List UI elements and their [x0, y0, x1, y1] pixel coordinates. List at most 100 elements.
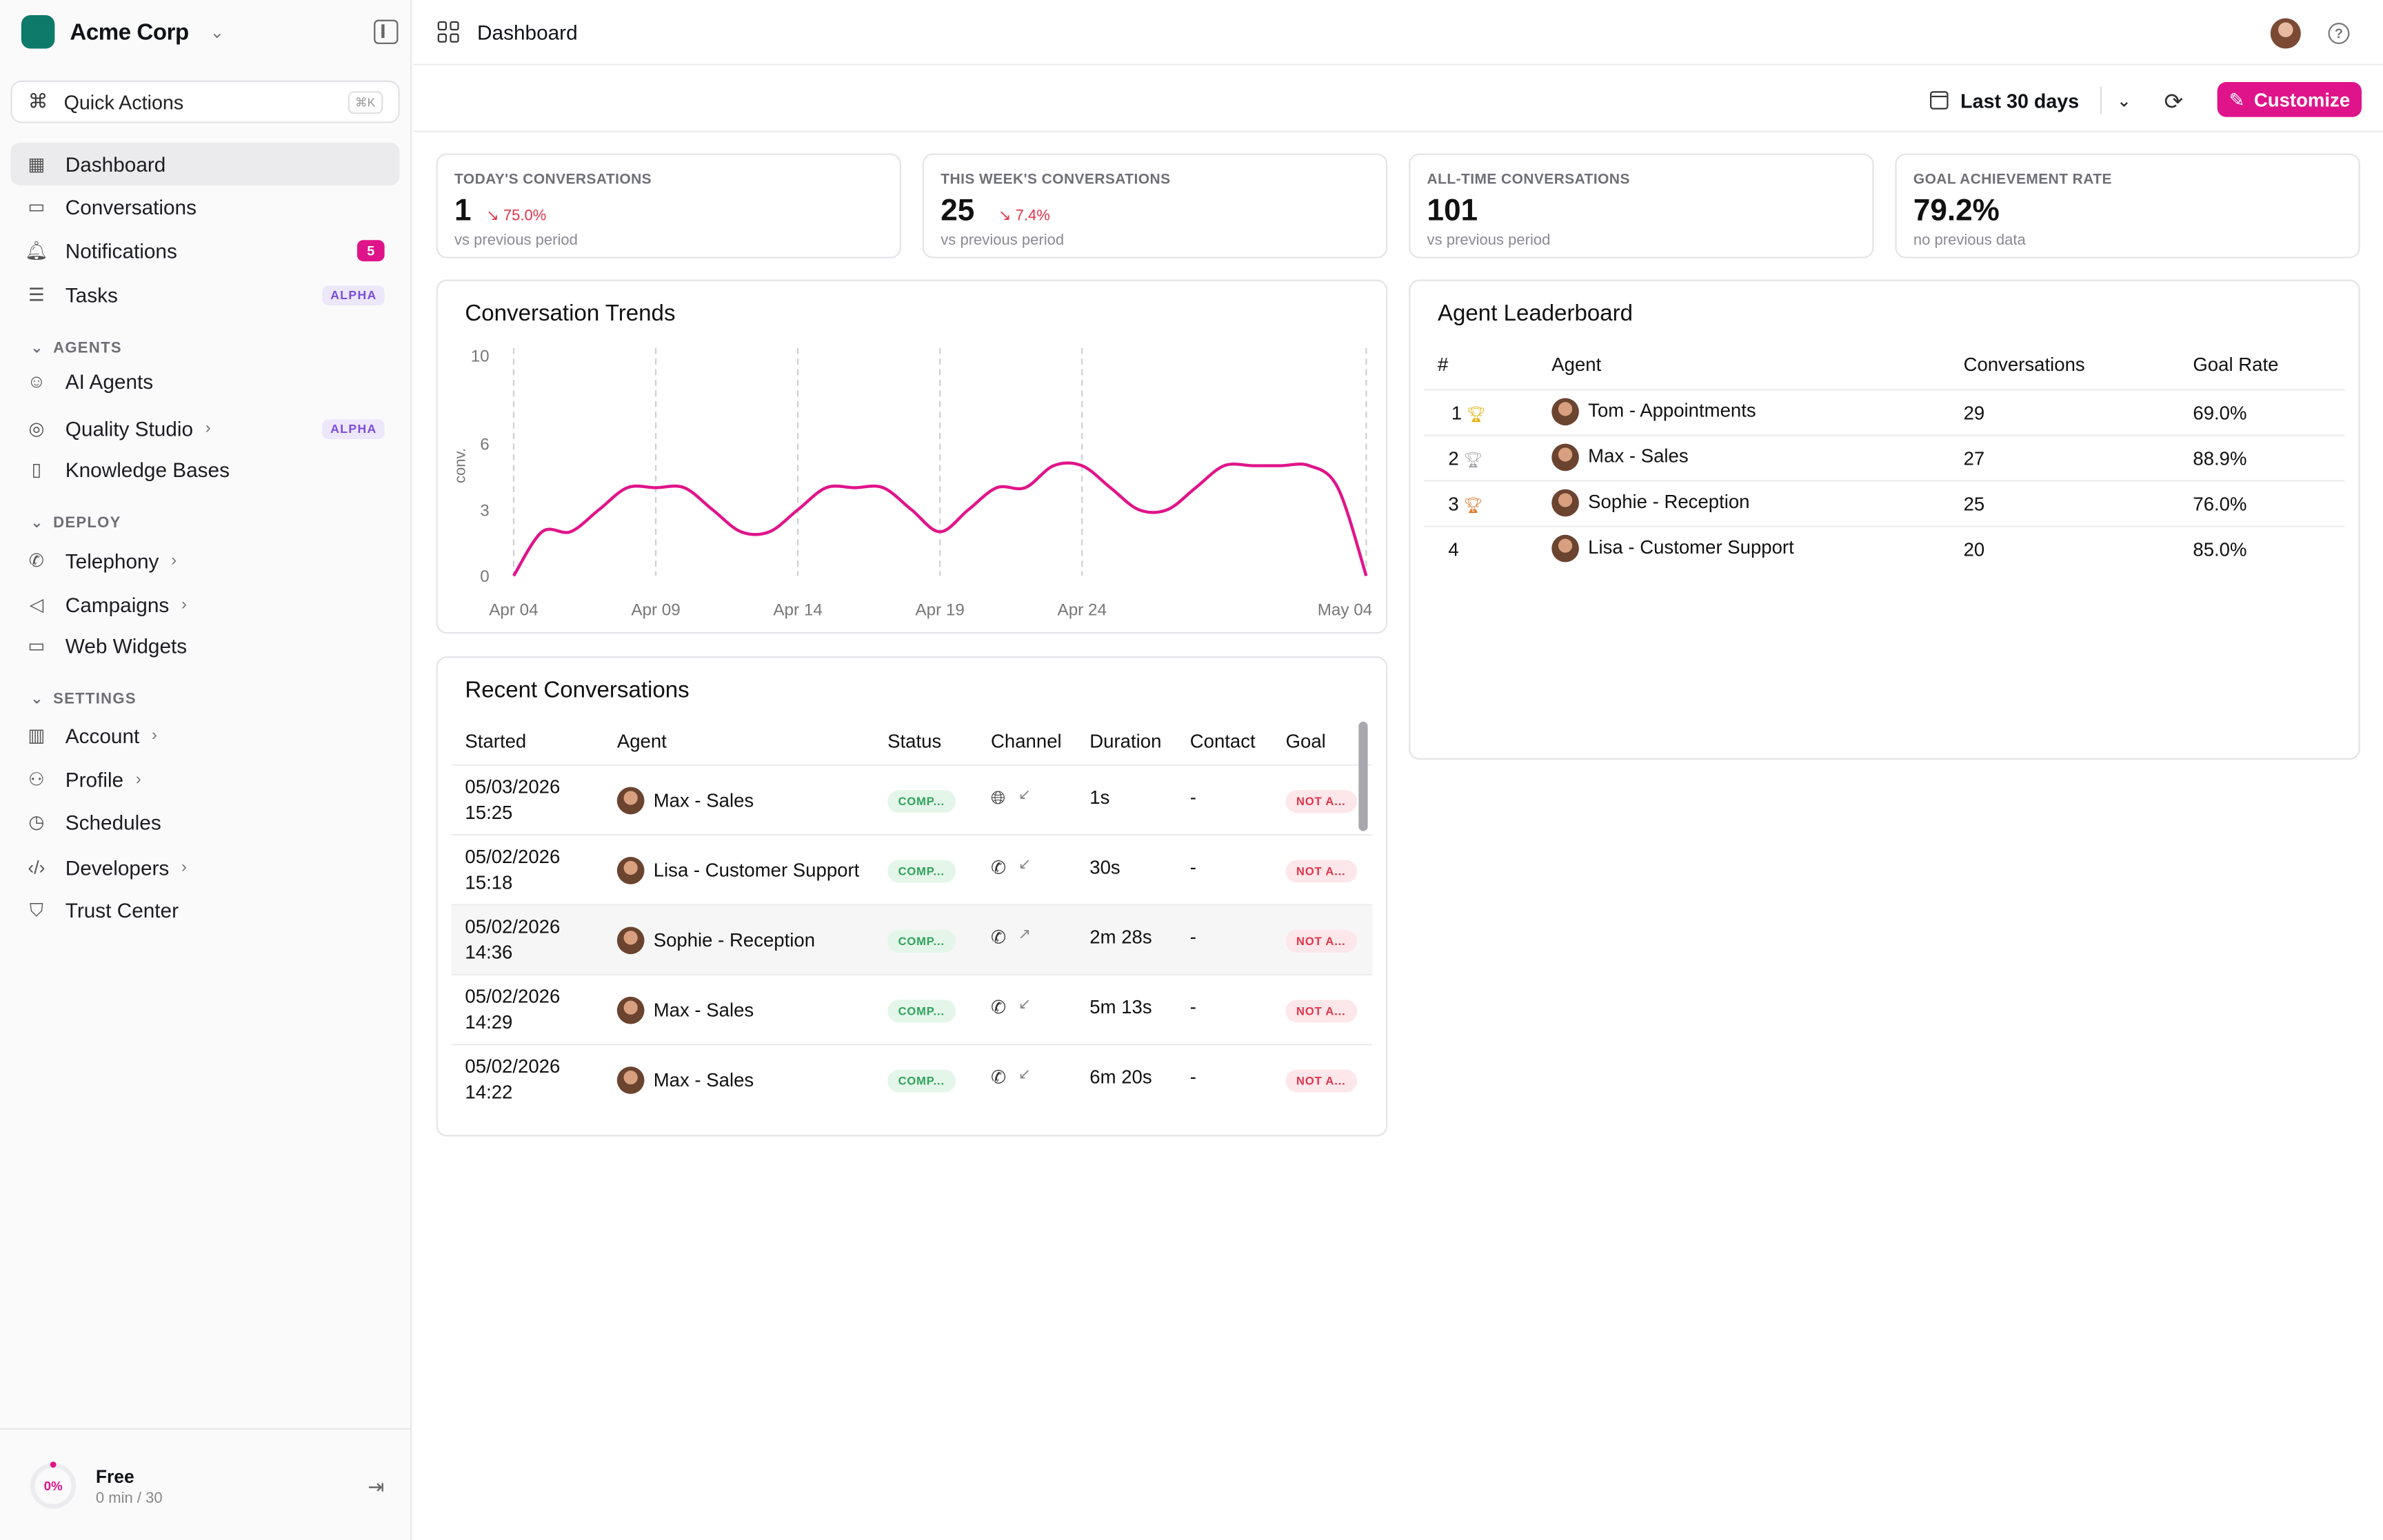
- agent-cell: Sophie - Reception: [616, 926, 815, 955]
- conversations-count: 20: [1963, 539, 1985, 561]
- sidebar-item-profile[interactable]: ⚇ Profile ›: [10, 758, 399, 801]
- column-header: #: [1437, 354, 1449, 376]
- table-row[interactable]: 05/02/2026 14:22 Max - Sales COMP... ✆ ↙ …: [451, 1044, 1373, 1113]
- section-label-text: DEPLOY: [53, 515, 121, 532]
- stat-value: 79.2%: [1913, 194, 2000, 228]
- agent-cell: Max - Sales: [616, 787, 754, 815]
- customize-button[interactable]: ✎ Customize: [2217, 82, 2362, 117]
- date-range-select[interactable]: Last 30 days ⌄: [1930, 85, 2131, 115]
- started-cell: 05/03/2026 15:25: [465, 775, 560, 827]
- leaderboard-row[interactable]: 2 🏆︎ Max - Sales 27 88.9%: [1424, 434, 2345, 480]
- sidebar-item-account[interactable]: ▥ Account ›: [10, 714, 399, 757]
- avatar: [616, 1066, 645, 1094]
- stat-delta: ↘ 75.0%: [486, 207, 547, 225]
- refresh-icon[interactable]: ⟳: [2164, 90, 2184, 116]
- sidebar-item-dashboard[interactable]: ▦ Dashboard: [10, 143, 400, 185]
- section-label-text: SETTINGS: [53, 691, 137, 709]
- time: 14:29: [465, 1011, 513, 1033]
- collapse-sidebar-icon[interactable]: [374, 19, 399, 44]
- sidebar-item-notifications[interactable]: 🔔︎ Notifications 5: [10, 230, 399, 272]
- calendar-icon: [1930, 91, 1949, 110]
- sidebar-item-knowledge-bases[interactable]: ▯ Knowledge Bases: [10, 448, 399, 491]
- column-header[interactable]: Conversations: [1963, 354, 2085, 376]
- quick-actions-button[interactable]: ⌘ Quick Actions ⌘K: [10, 80, 400, 123]
- globe-icon: 🌐︎: [991, 787, 1006, 809]
- building-icon: ▥: [28, 725, 46, 747]
- column-header[interactable]: Channel: [991, 731, 1062, 752]
- table-row[interactable]: 05/02/2026 14:36 Sophie - Reception COMP.…: [451, 904, 1373, 974]
- date: 05/02/2026: [465, 986, 561, 1008]
- table-row[interactable]: 05/02/2026 14:29 Max - Sales COMP... ✆ ↙ …: [451, 973, 1373, 1044]
- contact: -: [1189, 926, 1196, 949]
- avatar: [616, 996, 645, 1024]
- sidebar-item-web-widgets[interactable]: ▭ Web Widgets: [10, 625, 399, 667]
- column-header[interactable]: Contact: [1189, 731, 1256, 752]
- sidebar-item-developers[interactable]: ‹/› Developers ›: [10, 847, 399, 889]
- table-row[interactable]: 05/03/2026 15:25 Max - Sales COMP... 🌐︎ ↙…: [451, 764, 1373, 834]
- status-badge: COMP...: [887, 790, 956, 813]
- column-header[interactable]: Started: [465, 731, 527, 752]
- status-badge: COMP...: [887, 860, 956, 883]
- column-header[interactable]: Goal Rate: [2193, 354, 2279, 376]
- table-scrollbar[interactable]: [1358, 721, 1368, 831]
- agent-cell: Lisa - Customer Support: [616, 857, 860, 884]
- chevron-right-icon: ›: [171, 551, 177, 570]
- sidebar-item-telephony[interactable]: ✆ Telephony ›: [10, 539, 399, 582]
- stat-label: THIS WEEK'S CONVERSATIONS: [941, 172, 1171, 189]
- table-row[interactable]: 05/02/2026 15:18 Lisa - Customer Support …: [451, 833, 1373, 904]
- chevron-right-icon: ›: [181, 858, 188, 877]
- section-agents[interactable]: ⌄ AGENTS: [30, 341, 122, 357]
- chevron-down-icon: ⌄: [30, 691, 44, 709]
- x-tick-label: Apr 04: [489, 601, 538, 620]
- date: 05/02/2026: [465, 846, 561, 868]
- column-header[interactable]: Agent: [616, 731, 667, 752]
- goal-badge: NOT A...: [1285, 929, 1357, 953]
- contact: -: [1189, 857, 1196, 878]
- date: 05/03/2026: [465, 776, 561, 798]
- column-header[interactable]: Status: [887, 731, 942, 752]
- inbound-arrow-icon: ↙: [1018, 787, 1032, 804]
- usage-ring: 0%: [30, 1461, 77, 1509]
- logout-icon[interactable]: ⇥: [368, 1475, 385, 1499]
- column-header[interactable]: Duration: [1089, 731, 1162, 752]
- window-icon: ▭: [28, 635, 46, 657]
- column-header[interactable]: Goal: [1285, 731, 1326, 752]
- trophy-icon: 🏆︎: [1463, 498, 1483, 516]
- sidebar-item-label: Developers: [65, 855, 170, 880]
- sidebar-item-label: Campaigns: [65, 593, 170, 616]
- leaderboard-row[interactable]: 3 🏆︎ Sophie - Reception 25 76.0%: [1424, 480, 2345, 525]
- status-badge: COMP...: [887, 1069, 956, 1093]
- leaderboard-row[interactable]: 1 🏆︎ Tom - Appointments 29 69.0%: [1424, 389, 2345, 434]
- started-cell: 05/02/2026 15:18: [465, 844, 560, 896]
- section-settings[interactable]: ⌄ SETTINGS: [30, 691, 137, 708]
- command-icon: ⌘: [28, 90, 48, 113]
- x-tick-label: Apr 19: [915, 601, 964, 620]
- section-deploy[interactable]: ⌄ DEPLOY: [30, 515, 121, 531]
- sidebar-item-schedules[interactable]: ◷ Schedules: [10, 801, 399, 844]
- sidebar-item-conversations[interactable]: ▭ Conversations: [10, 185, 399, 228]
- robot-icon: ☺: [27, 370, 46, 392]
- sidebar-item-label: Knowledge Bases: [65, 458, 230, 481]
- plan-name: Free: [95, 1466, 134, 1488]
- sidebar-item-label: Tasks: [65, 283, 118, 307]
- agent-name: Max - Sales: [653, 1069, 754, 1091]
- x-tick-label: Apr 09: [631, 601, 680, 620]
- sidebar-item-ai-agents[interactable]: ☺ AI Agents: [10, 360, 399, 403]
- help-icon[interactable]: ?: [2328, 23, 2350, 44]
- sidebar-item-campaigns[interactable]: ◁ Campaigns ›: [10, 583, 399, 626]
- grid-icon: ▦: [28, 153, 46, 175]
- phone-icon: ✆: [991, 857, 1007, 878]
- user-avatar[interactable]: [2270, 18, 2301, 49]
- agent-name: Lisa - Customer Support: [653, 860, 860, 882]
- stat-label: TODAY'S CONVERSATIONS: [454, 172, 652, 189]
- leaderboard-row[interactable]: 4 Lisa - Customer Support 20 85.0%: [1424, 525, 2345, 571]
- y-tick-label: 6: [480, 435, 489, 454]
- phone-icon: ✆: [28, 549, 44, 571]
- stat-card-all-time: ALL-TIME CONVERSATIONS 101 vs previous p…: [1409, 153, 1874, 259]
- sidebar-item-trust-center[interactable]: ⛉ Trust Center: [10, 889, 399, 931]
- grid-icon: [437, 21, 459, 43]
- sidebar-item-quality-studio[interactable]: ◎ Quality Studio › ALPHA: [10, 407, 399, 450]
- megaphone-icon: ◁: [29, 594, 44, 616]
- workspace-switcher[interactable]: Acme Corp ⌄: [21, 15, 224, 49]
- sidebar-item-tasks[interactable]: ☰ Tasks ALPHA: [10, 274, 399, 316]
